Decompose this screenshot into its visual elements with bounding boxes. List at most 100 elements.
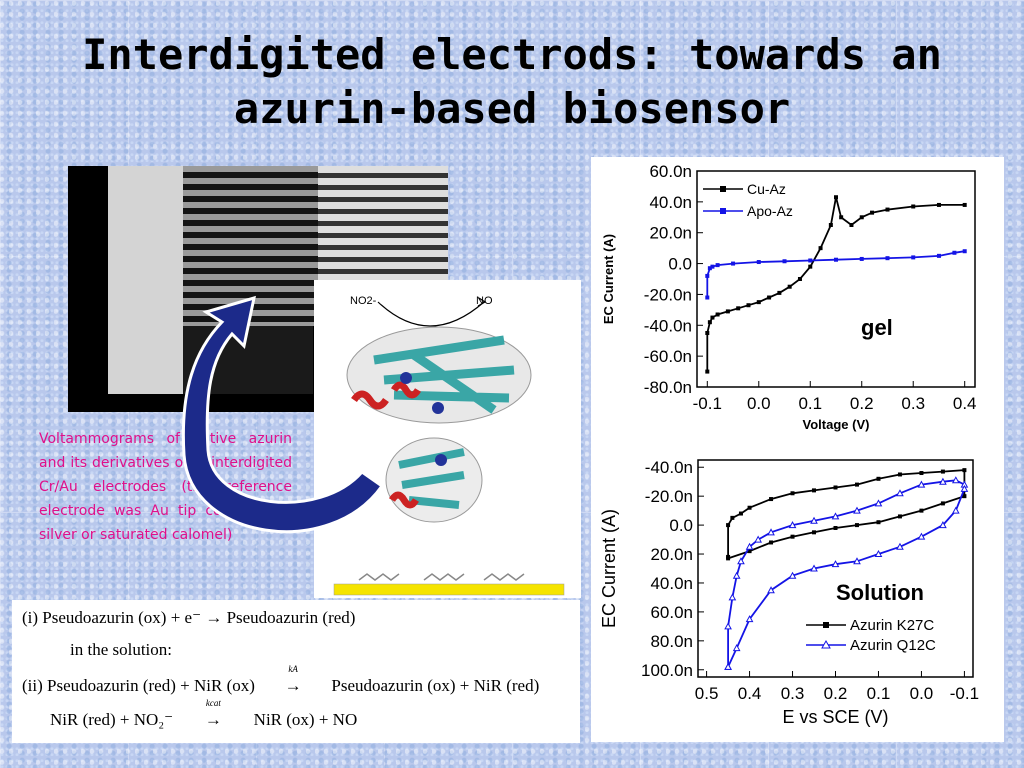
data-point (812, 488, 817, 493)
data-point (859, 256, 864, 261)
y-tick-label: 0.0 (668, 255, 692, 274)
y-tick-label: 40.0n (649, 193, 692, 212)
data-point (917, 480, 926, 488)
y-tick-label: 0.0 (669, 516, 693, 535)
chart-1: -0.1 0.0 0.1 0.2 0.3 0.4 60.0n 40.0n 20.0n 0.0 -20… (601, 162, 977, 432)
legend-marker (823, 622, 829, 628)
data-point (962, 494, 967, 499)
data-point (951, 476, 960, 484)
data-point (808, 264, 813, 269)
legend-marker (720, 186, 726, 192)
no2-label: NO2- (350, 295, 377, 307)
reaction-line-4: NiR (red) + NO₂⁻ kcat → NiR (ox) + NO (50, 698, 357, 730)
reaction-equations: (i) Pseudoazurin (ox) + e⁻ → Pseudoazuri… (12, 600, 580, 743)
data-point (725, 309, 730, 314)
data-point (769, 497, 774, 502)
data-point (853, 557, 861, 565)
rate-constant-ka: kA (288, 664, 298, 674)
y-tick-label: -20.0n (645, 487, 693, 506)
legend-label: Azurin Q12C (850, 637, 936, 654)
data-point (834, 257, 838, 262)
data-point (818, 246, 823, 251)
data-point (705, 331, 710, 335)
data-point (726, 556, 731, 561)
rate-constant-kcat: kcat (205, 698, 221, 708)
series-line (706, 196, 965, 372)
data-point (952, 250, 957, 255)
x-tick-label: 0.5 (695, 684, 719, 703)
linker-molecules (358, 573, 525, 581)
data-point (726, 523, 731, 528)
data-point (833, 525, 838, 530)
data-point (787, 284, 792, 289)
data-point (731, 261, 736, 266)
data-point (876, 520, 881, 525)
data-point (769, 540, 774, 545)
x-tick-label: 0.4 (738, 684, 762, 703)
data-point (808, 258, 813, 263)
data-point (831, 560, 840, 568)
data-point (939, 477, 947, 485)
chart-2: 0.5 0.4 0.3 0.2 0.1 0.0 -0.1 -40.0n -20.0n 0.0 20.… (599, 458, 979, 727)
data-point (790, 534, 795, 539)
data-point (738, 511, 743, 516)
data-point (715, 263, 720, 268)
x-tick-label: 0.1 (798, 394, 822, 413)
data-point (705, 273, 710, 278)
data-point (705, 295, 710, 300)
data-point (730, 515, 735, 520)
data-point (745, 615, 754, 623)
data-point (940, 469, 945, 474)
data-point (854, 523, 859, 528)
reaction-4-arrow: kcat → (183, 698, 243, 730)
data-point (874, 499, 883, 507)
legend-label: Cu-Az (747, 181, 786, 197)
x-tick-label: 0.0 (910, 684, 934, 703)
reaction-3-left: (ii) Pseudoazurin (red) + NiR (ox) (22, 676, 255, 695)
y-tick-label: -20.0n (644, 285, 692, 304)
y-tick-label: 20.0n (650, 545, 693, 564)
data-point (767, 528, 775, 536)
data-point (885, 207, 890, 212)
data-point (756, 300, 761, 305)
data-point (736, 306, 741, 311)
data-point (853, 506, 861, 514)
data-point (707, 320, 712, 325)
data-point (754, 535, 762, 543)
data-point (728, 593, 737, 601)
legend-label: Apo-Az (747, 203, 793, 219)
data-point (960, 484, 969, 492)
data-point (810, 564, 818, 572)
data-point (911, 255, 916, 260)
data-point (911, 204, 916, 209)
data-point (896, 542, 904, 550)
data-point (747, 549, 752, 554)
data-point (705, 369, 710, 374)
azurin-protein-top (346, 326, 532, 424)
data-point (828, 223, 833, 227)
legend: Cu-Az Apo-Az (703, 181, 793, 219)
arrow-shape (181, 295, 385, 534)
reaction-4-left: NiR (red) + NO₂⁻ (50, 710, 174, 729)
y-axis-label: EC Current (A) (599, 509, 619, 628)
data-point (788, 521, 797, 529)
y-tick-label: -60.0n (644, 347, 692, 366)
reaction-line-3: (ii) Pseudoazurin (red) + NiR (ox) kA → P… (22, 664, 539, 696)
azurin-protein-bottom (385, 437, 483, 523)
x-tick-label: 0.2 (850, 394, 874, 413)
charts-panel: -0.1 0.0 0.1 0.2 0.3 0.4 60.0n 40.0n 20.0n 0.0 -20… (591, 157, 1004, 742)
gold-electrode-bar (333, 583, 565, 596)
data-point (831, 512, 840, 520)
y-axis-label: EC Current (A) (601, 234, 616, 324)
x-tick-label: -0.1 (693, 394, 722, 413)
data-point (874, 549, 883, 558)
legend-label: Azurin K27C (850, 617, 934, 634)
y-tick-label: -40.0n (645, 458, 693, 477)
data-point (745, 542, 754, 550)
caption-text: Voltammograms of native azurin and its d… (39, 431, 292, 543)
x-tick-label: 0.4 (953, 394, 977, 413)
data-point (936, 253, 941, 258)
legend-marker (821, 639, 831, 649)
data-point (962, 249, 967, 254)
